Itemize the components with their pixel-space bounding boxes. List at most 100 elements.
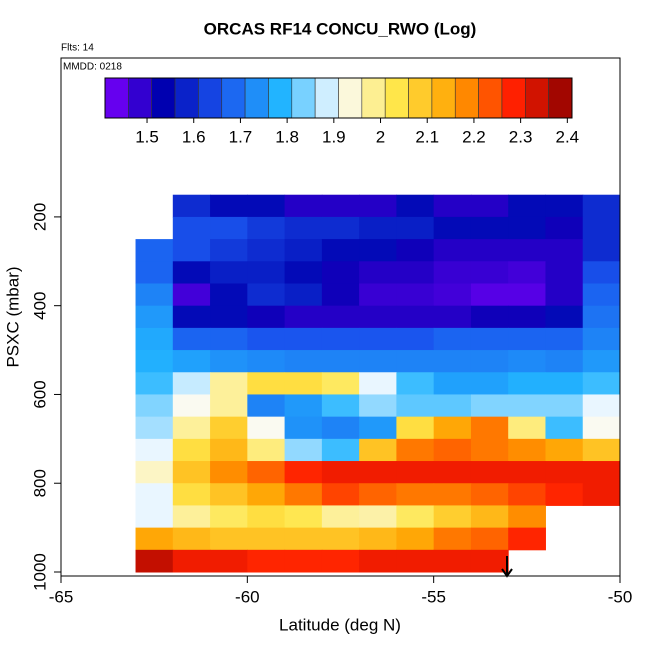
heat-cell bbox=[470, 438, 509, 462]
heat-cell bbox=[582, 239, 621, 262]
heat-cell bbox=[247, 327, 286, 351]
heat-cell bbox=[470, 483, 509, 506]
colorbar-segment bbox=[174, 77, 199, 119]
heat-cell bbox=[135, 239, 174, 262]
heat-cell bbox=[433, 549, 472, 573]
heat-cell bbox=[508, 350, 546, 373]
heat-cell bbox=[247, 216, 286, 240]
heat-cell bbox=[284, 194, 323, 218]
heat-cell bbox=[582, 216, 621, 240]
heat-cell bbox=[247, 372, 286, 395]
heat-cell bbox=[210, 461, 248, 484]
heat-cell bbox=[582, 416, 621, 440]
heat-cell bbox=[508, 327, 546, 351]
heat-cell bbox=[135, 461, 174, 484]
heat-cell bbox=[433, 327, 472, 351]
heat-cell bbox=[545, 483, 584, 506]
heat-cell bbox=[470, 416, 509, 440]
heat-cell bbox=[508, 261, 546, 284]
heat-cell bbox=[545, 305, 584, 329]
heat-cell bbox=[247, 394, 286, 418]
heat-cell bbox=[321, 438, 360, 462]
heat-cell bbox=[508, 372, 546, 395]
heat-cell bbox=[396, 350, 435, 373]
heat-cell bbox=[284, 505, 323, 529]
heat-cell bbox=[582, 372, 621, 395]
heat-cell bbox=[359, 305, 397, 329]
heat-cell bbox=[247, 305, 286, 329]
heat-cell bbox=[172, 239, 211, 262]
chart-title: ORCAS RF14 CONCU_RWO (Log) bbox=[204, 19, 477, 38]
heat-cell bbox=[321, 372, 360, 395]
heat-cell bbox=[396, 505, 435, 529]
heat-cell bbox=[508, 283, 546, 307]
y-tick-label: 400 bbox=[30, 291, 49, 319]
heat-cell bbox=[433, 505, 472, 529]
colorbar-tick-label: 2.4 bbox=[556, 127, 580, 146]
colorbar-frame bbox=[104, 77, 573, 119]
heat-cell bbox=[582, 305, 621, 329]
heat-cell bbox=[284, 549, 323, 573]
heat-cell bbox=[321, 483, 360, 506]
heat-cell bbox=[284, 372, 323, 395]
heat-cell bbox=[172, 549, 211, 573]
heat-cell bbox=[545, 350, 584, 373]
heat-cell bbox=[321, 461, 360, 484]
heat-cell bbox=[582, 438, 621, 462]
heat-cell bbox=[470, 283, 509, 307]
heat-cell bbox=[210, 438, 248, 462]
heat-cell bbox=[247, 438, 286, 462]
y-tick-label: 1000 bbox=[30, 553, 49, 591]
heat-cell bbox=[470, 194, 509, 218]
heat-cell bbox=[284, 438, 323, 462]
heat-cell bbox=[470, 305, 509, 329]
plot-frame bbox=[60, 57, 621, 577]
heat-cell bbox=[359, 327, 397, 351]
y-tick-label: 200 bbox=[30, 203, 49, 231]
heat-cell bbox=[582, 483, 621, 506]
heat-cell bbox=[135, 549, 174, 573]
heat-cell bbox=[172, 327, 211, 351]
colorbar-tick-label: 1.8 bbox=[275, 127, 299, 146]
heat-cell bbox=[359, 283, 397, 307]
heat-cell bbox=[359, 394, 397, 418]
heat-cell bbox=[359, 416, 397, 440]
heat-cell bbox=[433, 283, 472, 307]
heat-cell bbox=[247, 527, 286, 551]
heat-cell bbox=[508, 527, 546, 551]
heat-cell bbox=[470, 239, 509, 262]
colorbar-segment bbox=[291, 77, 316, 119]
heat-cell bbox=[321, 327, 360, 351]
heat-cell bbox=[172, 350, 211, 373]
heat-cell bbox=[210, 416, 248, 440]
heat-cell bbox=[247, 194, 286, 218]
heat-cell bbox=[247, 283, 286, 307]
x-tick-label: -60 bbox=[235, 587, 260, 606]
heat-cell bbox=[284, 527, 323, 551]
heat-cell bbox=[135, 527, 174, 551]
heat-cell bbox=[396, 327, 435, 351]
heat-cell bbox=[433, 194, 472, 218]
heat-cell bbox=[396, 394, 435, 418]
heat-cell bbox=[135, 283, 174, 307]
colorbar-tick-label: 1.7 bbox=[229, 127, 253, 146]
heat-cell bbox=[359, 483, 397, 506]
heat-cell bbox=[470, 461, 509, 484]
y-tick-label: 800 bbox=[30, 469, 49, 497]
heat-cell bbox=[545, 261, 584, 284]
colorbar-segment bbox=[314, 77, 339, 119]
heat-cell bbox=[135, 416, 174, 440]
heat-cell bbox=[582, 461, 621, 484]
heat-cell bbox=[284, 283, 323, 307]
heat-cell bbox=[508, 416, 546, 440]
heat-cell bbox=[359, 527, 397, 551]
heat-cell bbox=[210, 483, 248, 506]
heat-cell bbox=[396, 483, 435, 506]
heat-cell bbox=[359, 350, 397, 373]
colorbar-tick-label: 2 bbox=[376, 127, 385, 146]
colorbar-tick-label: 2.2 bbox=[462, 127, 486, 146]
heat-cell bbox=[396, 372, 435, 395]
heat-cell bbox=[172, 505, 211, 529]
